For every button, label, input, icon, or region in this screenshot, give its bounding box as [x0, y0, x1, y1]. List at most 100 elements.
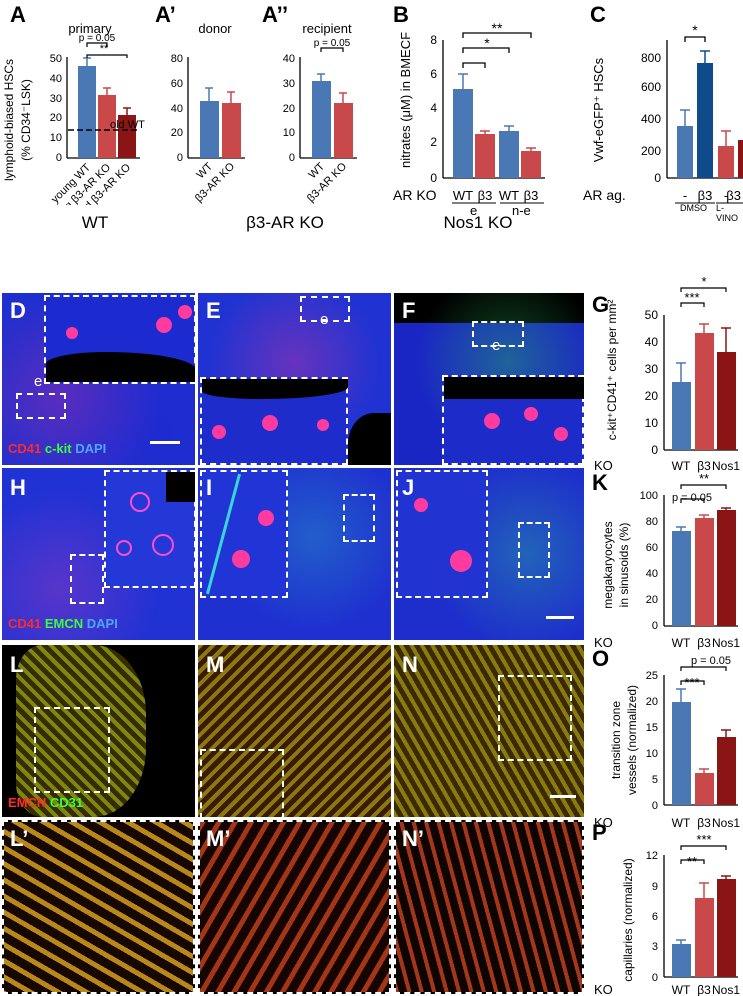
chart-k-xlabel: WT	[672, 636, 691, 650]
chart-k: megakaryocytes in sinusoids (%) 100 80 6…	[594, 471, 740, 650]
micrograph-e: e	[198, 293, 391, 465]
chart-k-ytick: 80	[646, 516, 658, 528]
micrograph-i-inset	[200, 470, 288, 598]
chart-k-ytick: 20	[646, 594, 658, 606]
chart-a-ref-label: old WT	[110, 119, 145, 131]
chart-k-ytick: 0	[652, 620, 658, 632]
micrograph-d-inset-label: e	[34, 373, 43, 390]
chart-b-row-label: AR KO	[393, 187, 437, 203]
chart-b-ytick: 8	[430, 33, 437, 47]
chart-c-ytick: 0	[654, 171, 661, 185]
scale-bar	[546, 616, 574, 619]
chart-c-ylabel: Vwf-eGFP⁺ HSCs	[591, 57, 606, 162]
chart-g-ytick: 40	[645, 335, 659, 349]
column-header-b3ar: β3-AR KO	[246, 213, 324, 232]
chart-a1-ytick: 40	[171, 103, 183, 115]
chart-a1-title: donor	[198, 21, 232, 36]
chart-a-bar	[98, 95, 116, 158]
chart-k-ytick: 60	[646, 542, 658, 554]
panel-label-i: I	[206, 475, 213, 500]
chart-a2-ytick: 10	[283, 127, 295, 139]
chart-p: capillaries (normalized) 12 9 6 3 0 ** *…	[594, 832, 740, 996]
chart-b-sig: **	[492, 20, 503, 36]
stain-legend-h: CD41 EMCN DAPI	[8, 616, 118, 631]
chart-g-row-label: KO	[594, 458, 613, 473]
panel-label-a1: A’	[155, 2, 176, 27]
chart-g-sig: *	[701, 274, 706, 289]
column-header-wt: WT	[81, 213, 109, 232]
chart-k-ylabel2: in sinusoids (%)	[617, 523, 631, 608]
chart-c-ytick: 400	[641, 112, 661, 126]
micrograph-i	[198, 468, 391, 640]
chart-b-group-label: n-e	[512, 203, 531, 218]
panel-label-o: O	[592, 646, 610, 671]
panel-label-a2: A’’	[262, 2, 289, 27]
chart-c-bar	[738, 140, 743, 178]
micrograph-h-inset	[104, 470, 195, 588]
chart-a-bar	[118, 115, 136, 158]
chart-b-xlabel: β3	[478, 188, 493, 203]
chart-b-ytick: 0	[430, 171, 437, 185]
micrograph-m	[198, 645, 391, 817]
stain-emcn: EMCN	[8, 795, 47, 810]
panel-label-m: M	[206, 652, 225, 677]
chart-a2-ytick: 40	[283, 53, 295, 65]
chart-b-bar	[499, 131, 519, 178]
stain-cd41: CD41	[8, 616, 42, 631]
chart-c-xlabel: -	[724, 188, 728, 203]
chart-c-group-label: DMSO	[680, 203, 707, 213]
stain-emcn: EMCN	[44, 616, 84, 631]
chart-a2-ytick: 30	[283, 78, 295, 90]
panel-label-l-prime: L’	[10, 826, 29, 851]
chart-a-yticks: 50 40 30 20 10 0	[50, 53, 62, 164]
panel-label-b: B	[393, 2, 409, 27]
micrograph-e-inset-label: e	[320, 311, 329, 328]
chart-a-ytick: 20	[50, 112, 62, 124]
panel-label-n-prime: N’	[402, 826, 424, 851]
chart-o-ylabel2: vessels (normalized)	[625, 685, 639, 795]
chart-k-ylabel1: megakaryocytes	[601, 521, 615, 608]
stain-dapi: DAPI	[86, 616, 118, 631]
chart-c-xlabel: β3	[698, 188, 713, 203]
panel-label-n: N	[402, 652, 418, 677]
panel-label-k: K	[592, 470, 608, 495]
chart-o-xlabel: β3	[697, 816, 711, 830]
chart-o-ytick: 15	[646, 722, 658, 734]
panel-label-g: G	[592, 292, 610, 317]
panel-label-a: A	[10, 2, 26, 27]
chart-g-bar	[672, 382, 691, 450]
chart-p-ylabel: capillaries (normalized)	[621, 858, 635, 981]
panel-label-c: C	[590, 2, 606, 27]
chart-c-group-label: L-VINO	[716, 203, 739, 223]
chart-g-bar	[695, 333, 714, 450]
chart-a-ytick: 40	[50, 73, 62, 85]
micrograph-f-inset	[442, 375, 584, 465]
chart-o-xlabel: WT	[672, 816, 691, 830]
stain-dapi: DAPI	[75, 441, 107, 456]
panel-label-e: E	[206, 298, 221, 323]
chart-c-bar	[677, 126, 693, 178]
chart-k-bar	[672, 531, 691, 626]
chart-g-xlabel: β3	[697, 459, 711, 473]
chart-g-ylabel: c-kit⁺CD41⁺ cells per mm²	[605, 300, 619, 441]
chart-b-ytick: 4	[430, 101, 437, 115]
chart-p-ytick: 9	[652, 881, 658, 893]
chart-a: primary lymphoid-biased HSCs (% CD34⁻LSK…	[2, 21, 145, 205]
chart-a2-title: recipient	[302, 21, 352, 36]
chart-b-ytick: 6	[430, 67, 437, 81]
micrograph-j	[394, 468, 584, 640]
stain-legend-l: EMCN CD31	[8, 795, 83, 810]
chart-g-ytick: 10	[645, 416, 659, 430]
chart-c-ytick: 600	[641, 80, 661, 94]
chart-g-ytick: 30	[645, 362, 659, 376]
chart-g-ytick: 50	[645, 308, 659, 322]
chart-k-ytick: 40	[646, 568, 658, 580]
chart-a1-ytick: 60	[171, 78, 183, 90]
chart-a-ylabel1: lymphoid-biased HSCs	[2, 59, 16, 181]
stain-cd31: CD31	[49, 795, 84, 810]
chart-k-sig: **	[699, 471, 709, 486]
chart-a-ylabel2: (% CD34⁻LSK)	[19, 79, 33, 161]
chart-c: Vwf-eGFP⁺ HSCs 800 600 400 200 0 * AR ag…	[583, 22, 743, 204]
panel-label-j: J	[402, 475, 415, 500]
micrograph-f-inset-label: e	[492, 337, 501, 354]
